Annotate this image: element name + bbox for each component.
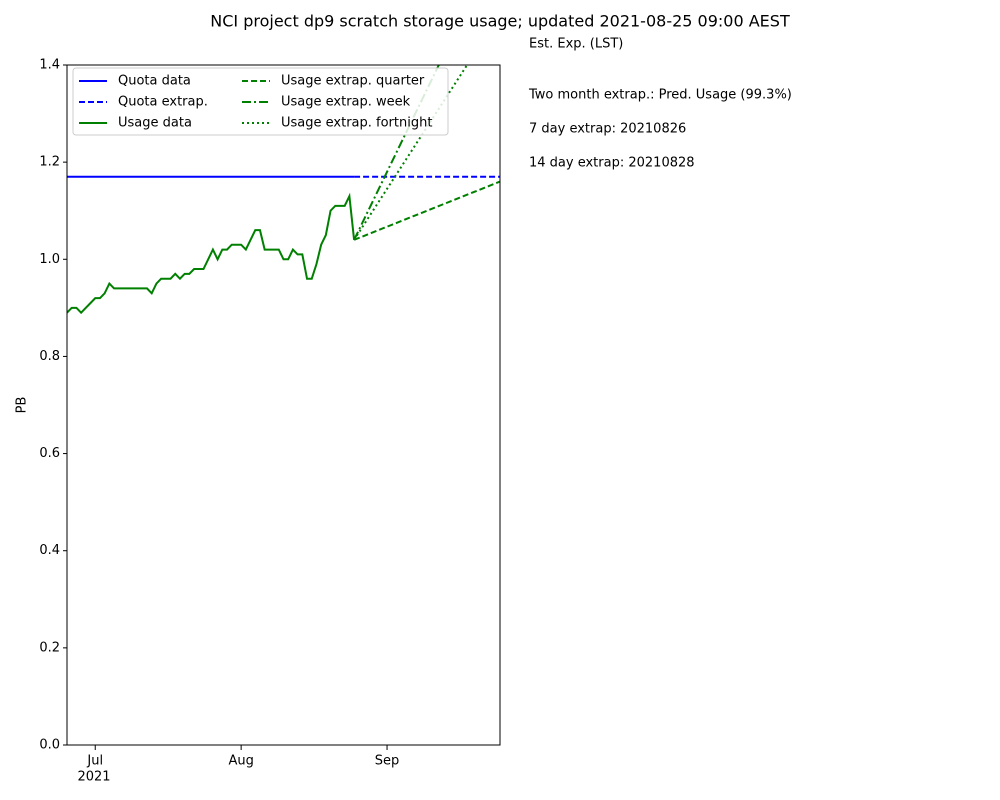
y-tick-label: 0.6 bbox=[39, 446, 60, 461]
annotation: 7 day extrap: 20210826 bbox=[529, 122, 686, 137]
x-tick-label: Aug bbox=[228, 754, 253, 769]
y-axis-label: PB bbox=[15, 397, 30, 414]
legend-label: Usage extrap. fortnight bbox=[281, 116, 432, 131]
legend-label: Usage extrap. week bbox=[281, 95, 411, 110]
x-tick-label: Jul bbox=[86, 754, 103, 769]
chart-title: NCI project dp9 scratch storage usage; u… bbox=[210, 12, 790, 31]
legend-label: Usage data bbox=[118, 116, 192, 131]
x-year-label: 2021 bbox=[77, 770, 110, 785]
y-tick-label: 0.2 bbox=[39, 640, 60, 655]
legend-label: Quota data bbox=[118, 74, 191, 89]
annotation: Est. Exp. (LST) bbox=[529, 37, 623, 52]
annotation: 14 day extrap: 20210828 bbox=[529, 156, 695, 171]
y-tick-label: 0.0 bbox=[39, 738, 60, 753]
y-tick-label: 1.0 bbox=[39, 252, 60, 267]
x-tick-label: Sep bbox=[375, 754, 400, 769]
series-line bbox=[353, 180, 500, 241]
plot-frame bbox=[66, 64, 501, 746]
series-line bbox=[67, 192, 356, 315]
annotation: Two month extrap.: Pred. Usage (99.3%) bbox=[528, 88, 792, 103]
y-tick-label: 1.2 bbox=[39, 155, 60, 170]
legend-label: Usage extrap. quarter bbox=[281, 74, 425, 89]
y-tick-label: 1.4 bbox=[39, 58, 60, 73]
y-tick-label: 0.8 bbox=[39, 349, 60, 364]
legend-label: Quota extrap. bbox=[118, 95, 208, 110]
y-tick-label: 0.4 bbox=[39, 543, 60, 558]
